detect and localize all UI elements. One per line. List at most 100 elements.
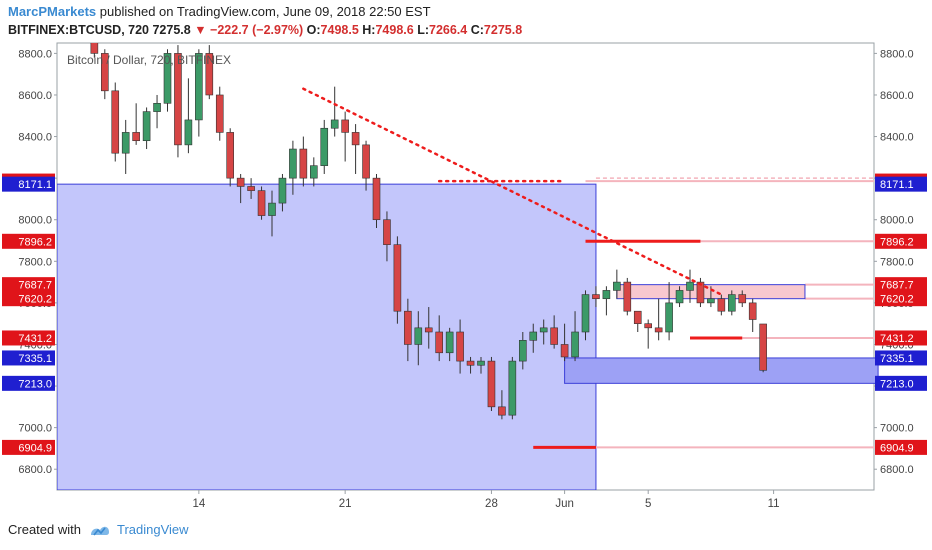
price-label-right-bg (875, 233, 927, 249)
candle-body (372, 177, 381, 221)
price-label-left-bg (2, 291, 55, 307)
y-tick-label-right: 6800.0 (880, 464, 914, 476)
price-label-right-bg (875, 176, 927, 192)
y-tick-label-right: 8400.0 (880, 132, 914, 144)
candle-body (163, 53, 172, 104)
price-label-left-bg (2, 330, 55, 346)
candle-body (195, 53, 203, 121)
candle-body (748, 302, 757, 320)
price-label-right: 8171.1 (880, 179, 914, 191)
price-chart[interactable]: Bitcoin / Dollar, 720, BITFINEX 6800.0 680… (0, 0, 932, 520)
candle-body (581, 294, 590, 333)
candle-body (560, 344, 569, 358)
candle-body (686, 281, 694, 291)
price-label-right-bg (875, 375, 927, 391)
price-label-left: 7620.2 (18, 294, 52, 306)
x-tick-label: 21 (339, 498, 352, 510)
x-tick-label: Jun (555, 498, 574, 510)
candle-body (613, 281, 621, 291)
candle-body (289, 148, 297, 179)
y-tick-label-left: 7800.0 (18, 256, 52, 268)
low-label: L: (417, 23, 429, 37)
y-tick-label-right: 8000.0 (880, 215, 914, 227)
x-tick-label: 11 (768, 498, 780, 510)
last-price: 7275.8 (152, 23, 191, 37)
price-label-right: 7431.2 (880, 333, 914, 345)
low-value: 7266.4 (429, 23, 468, 37)
price-label-left-bg (2, 277, 55, 293)
candle-body (529, 331, 538, 341)
author-link[interactable]: MarcPMarkets (8, 4, 97, 19)
candle-body (90, 43, 99, 54)
footer: Created with TradingView (8, 522, 189, 537)
candle-body (153, 102, 161, 112)
price-label-right: 6904.9 (880, 442, 914, 454)
candle-body (665, 302, 673, 333)
candle-body (184, 119, 193, 146)
y-tick-label-right: 8800.0 (880, 48, 914, 60)
price-label-right-bg (875, 350, 927, 366)
candle-body (362, 144, 370, 179)
candle-body (215, 94, 224, 133)
price-label-right: 7620.2 (880, 294, 914, 306)
y-tick-label-right: 7800.0 (880, 256, 914, 268)
candle-body (383, 219, 391, 245)
price-label-left-bg (2, 176, 55, 192)
candle-body (466, 360, 475, 366)
candle-body (644, 323, 653, 329)
candle-body (393, 244, 402, 312)
candle-body (330, 119, 339, 129)
candle-body (236, 177, 245, 187)
candle-body (550, 327, 558, 345)
symbol-info: BITFINEX:BTCUSD, 720 7275.8 ▼ −222.7 (−2… (8, 23, 522, 37)
candle-body (539, 327, 548, 333)
symbol-label: BITFINEX:BTCUSD, 720 (8, 23, 149, 37)
candle-body (738, 294, 747, 304)
candle-body (654, 327, 663, 333)
published-text: published on TradingView.com, June 09, 2… (96, 4, 431, 19)
price-label-left-bg (2, 233, 55, 249)
candle-body (435, 331, 444, 354)
price-label-left-bg (2, 375, 55, 391)
high-label: H: (362, 23, 376, 37)
candle-body (111, 90, 120, 154)
price-label-left: 7335.1 (18, 353, 52, 365)
candle-body (456, 331, 464, 362)
open-value: 7498.5 (320, 23, 359, 37)
candle-body (675, 290, 684, 304)
price-label-left: 6904.9 (18, 442, 52, 454)
open-label: O: (306, 23, 321, 37)
tradingview-link[interactable]: TradingView (89, 522, 189, 537)
y-tick-label-left: 8600.0 (18, 90, 52, 102)
candle-body (633, 310, 642, 324)
y-tick-label-left: 8800.0 (18, 48, 52, 60)
candle-body (142, 111, 151, 142)
candle-body (592, 294, 600, 300)
candle-body (414, 327, 423, 345)
candle-body (320, 127, 329, 166)
price-label-right: 7896.2 (880, 236, 914, 248)
candle-body (309, 165, 318, 179)
candle-body (508, 360, 517, 416)
close-label: C: (470, 23, 484, 37)
candle-body (602, 290, 611, 300)
price-label-left: 7431.2 (18, 333, 52, 345)
descending-trendline (302, 87, 723, 296)
candle-body (727, 294, 736, 312)
candle-body (759, 323, 767, 371)
price-label-left-bg (2, 439, 55, 455)
candle-body (101, 53, 109, 92)
candle-body (477, 360, 485, 366)
candle-body (487, 360, 496, 408)
x-tick-label: 5 (645, 498, 651, 510)
created-with-text: Created with (8, 522, 81, 537)
close-value: 7275.8 (483, 23, 523, 37)
y-tick-label-left: 8000.0 (18, 215, 52, 227)
y-tick-label-left: 7000.0 (18, 423, 52, 435)
price-label-left: 7896.2 (18, 236, 52, 248)
price-label-right-bg (875, 330, 927, 346)
candle-body (299, 148, 308, 179)
candle-body (121, 132, 130, 154)
tradingview-brand: TradingView (116, 522, 189, 537)
y-tick-label-left: 8400.0 (18, 132, 52, 144)
